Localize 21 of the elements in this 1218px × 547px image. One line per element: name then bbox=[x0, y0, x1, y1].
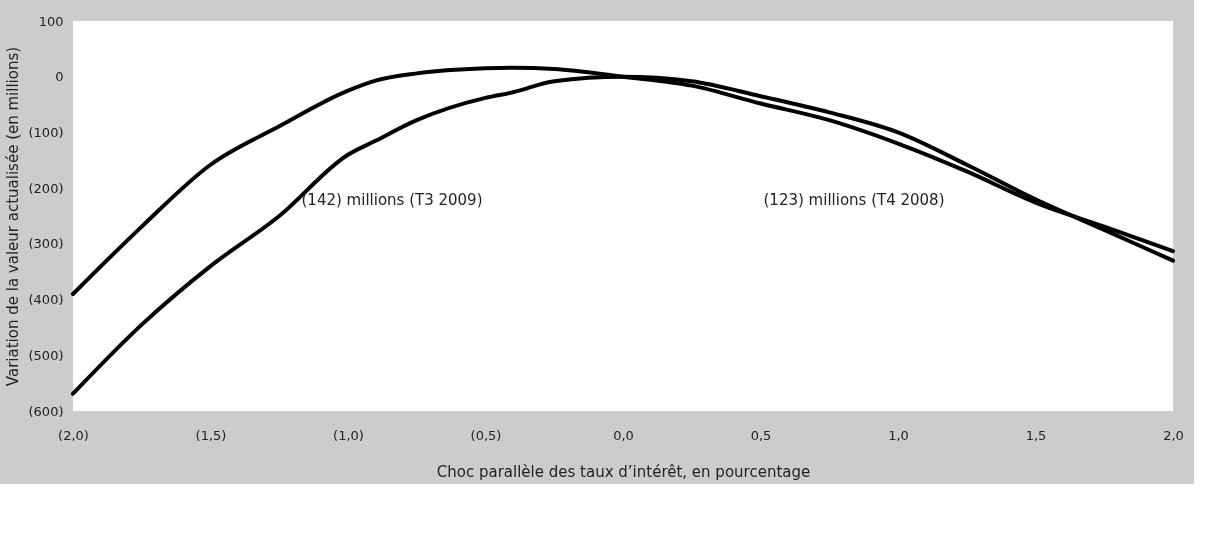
y-tick-label: (500) bbox=[28, 347, 64, 363]
annotation: (123) millions (T4 2008) bbox=[763, 191, 945, 210]
x-tick-label: (1,0) bbox=[333, 427, 364, 443]
x-tick-label: (0,5) bbox=[470, 427, 502, 443]
y-tick-label: 0 bbox=[55, 69, 64, 85]
x-tick-label: 1,5 bbox=[1025, 427, 1047, 443]
x-tick-label: 0,5 bbox=[750, 427, 772, 443]
x-tick-label: 0,0 bbox=[613, 427, 634, 443]
x-tick-label: 1,0 bbox=[888, 427, 909, 443]
x-tick-label: (2,0) bbox=[58, 427, 89, 443]
y-tick-label: (300) bbox=[28, 236, 64, 252]
y-tick-label: (600) bbox=[28, 403, 64, 419]
annotation: (142) millions (T3 2009) bbox=[301, 191, 483, 210]
x-tick-label: (1,5) bbox=[195, 427, 227, 443]
y-tick-label: 100 bbox=[38, 13, 64, 29]
y-tick-label: (100) bbox=[28, 124, 64, 140]
y-tick-label: (200) bbox=[28, 180, 64, 196]
y-tick-label: (400) bbox=[28, 292, 64, 308]
x-axis-title: Choc parallèle des taux d’intérêt, en pourcentage bbox=[436, 462, 811, 481]
y-axis-title: Variation de la valeur actualisée (en millions) bbox=[3, 46, 22, 387]
x-tick-label: 2,0 bbox=[1163, 427, 1184, 443]
